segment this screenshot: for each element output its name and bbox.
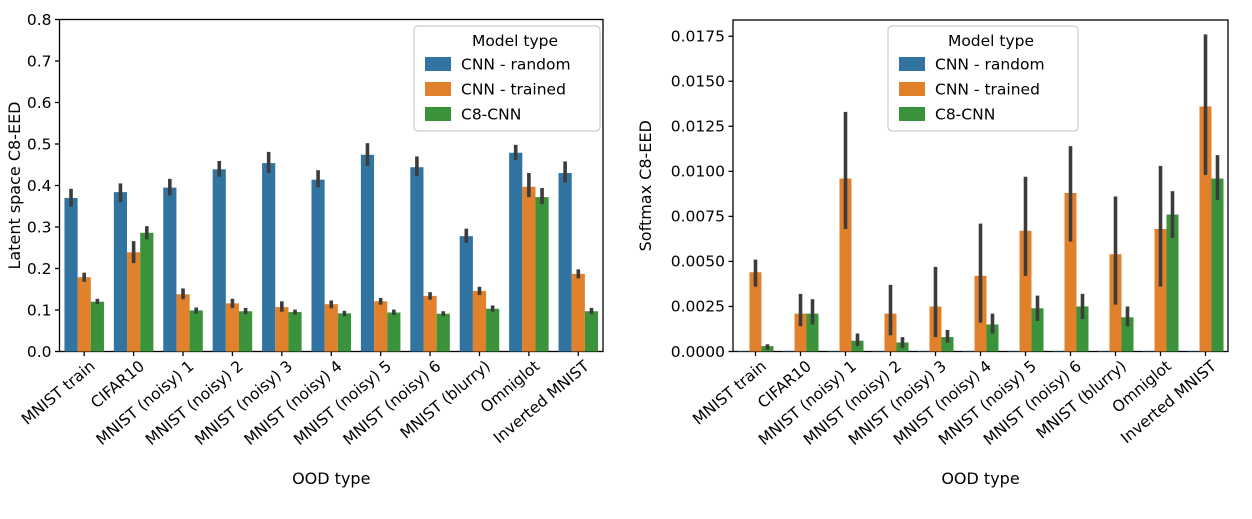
legend: Model type CNN - random CNN - trained C8-CN…: [413, 25, 601, 132]
bar: [472, 290, 487, 352]
bar: [584, 311, 599, 352]
bar: [410, 167, 424, 352]
legend-swatch: [425, 82, 451, 96]
bar: [212, 169, 226, 352]
legend-entry-label: C8-CNN: [935, 105, 995, 123]
bar: [262, 163, 276, 352]
y-tick-label: 0.0175: [671, 27, 725, 45]
x-tick-label: MNIST train: [18, 357, 98, 429]
bar: [1199, 106, 1212, 352]
bar: [64, 197, 78, 352]
legend-swatch: [425, 107, 451, 121]
bar: [806, 313, 819, 352]
y-axis-label: Latent space C8-EED: [5, 101, 24, 269]
legend-entry-label: CNN - trained: [935, 80, 1040, 98]
bar: [387, 312, 401, 352]
x-axis-label: OOD type: [292, 469, 370, 488]
bar: [423, 295, 437, 352]
y-tick-label: 0.8: [27, 11, 52, 29]
bar: [77, 277, 91, 352]
y-tick-label: 0.5: [27, 135, 52, 153]
bar: [1154, 228, 1167, 352]
legend-entry-label: CNN - random: [935, 55, 1045, 73]
legend-entry-label: C8-CNN: [461, 105, 521, 123]
bar: [986, 324, 999, 352]
y-tick-label: 0.0150: [671, 73, 725, 91]
bar: [324, 304, 338, 352]
y-tick-label: 0.0000: [671, 343, 725, 361]
bar: [189, 310, 203, 352]
bar: [1031, 308, 1044, 352]
bar: [571, 273, 585, 352]
bar: [374, 301, 388, 352]
legend-box: [413, 25, 601, 132]
bar: [360, 154, 375, 352]
bar: [337, 313, 352, 352]
bar: [1121, 317, 1134, 352]
bar: [140, 232, 154, 352]
legend-title: Model type: [472, 32, 558, 50]
bar: [1064, 192, 1077, 352]
bar: [941, 337, 954, 352]
bar: [311, 179, 325, 352]
bar: [436, 313, 450, 352]
bar: [163, 187, 177, 352]
bar: [288, 312, 302, 352]
y-tick-label: 0.0: [27, 343, 52, 361]
y-tick-label: 0.0125: [671, 118, 725, 136]
legend-title: Model type: [948, 32, 1034, 50]
y-axis-label: Softmax C8-EED: [636, 120, 655, 251]
y-tick-label: 0.3: [27, 218, 52, 236]
bar: [1019, 230, 1032, 352]
y-tick-label: 0.0025: [671, 298, 725, 316]
y-tick-label: 0.7: [27, 52, 52, 70]
legend-swatch: [425, 57, 451, 71]
y-tick-label: 0.0075: [671, 208, 725, 226]
y-tick-label: 0.1: [27, 301, 52, 319]
bar: [1211, 178, 1224, 352]
legend-box: [887, 25, 1079, 132]
x-tick-label: MNIST train: [689, 357, 769, 429]
bar: [113, 192, 128, 352]
y-tick-label: 0.2: [27, 260, 52, 278]
y-tick-label: 0.0050: [671, 253, 725, 271]
softmax-chart: 0.0000 0.0025 0.0050 0.0075 0.0100 0.0125 0.01…: [636, 19, 1229, 488]
bar: [90, 301, 104, 352]
y-tick-label: 0.0100: [671, 163, 725, 181]
bar: [535, 197, 549, 352]
bar: [749, 272, 762, 352]
legend-swatch: [899, 57, 925, 71]
bar: [794, 313, 807, 352]
legend-entry-label: CNN - random: [461, 55, 571, 73]
bar: [522, 186, 536, 352]
bar: [1076, 306, 1089, 352]
bar: [839, 178, 852, 352]
bar: [225, 303, 240, 352]
legend-swatch: [899, 107, 925, 121]
bar: [486, 308, 500, 352]
bar: [239, 311, 253, 352]
legend: Model type CNN - random CNN - trained C8-CN…: [887, 25, 1079, 132]
bar: [459, 236, 473, 352]
bar: [176, 294, 190, 352]
bar: [509, 152, 523, 352]
bar: [127, 252, 141, 352]
bar: [1166, 214, 1179, 352]
x-axis-label: OOD type: [941, 469, 1019, 488]
legend-swatch: [899, 82, 925, 96]
y-tick-label: 0.6: [27, 94, 52, 112]
legend-entry-label: CNN - trained: [461, 80, 566, 98]
y-tick-label: 0.4: [27, 177, 52, 195]
bar: [558, 173, 572, 352]
bar: [275, 307, 289, 352]
